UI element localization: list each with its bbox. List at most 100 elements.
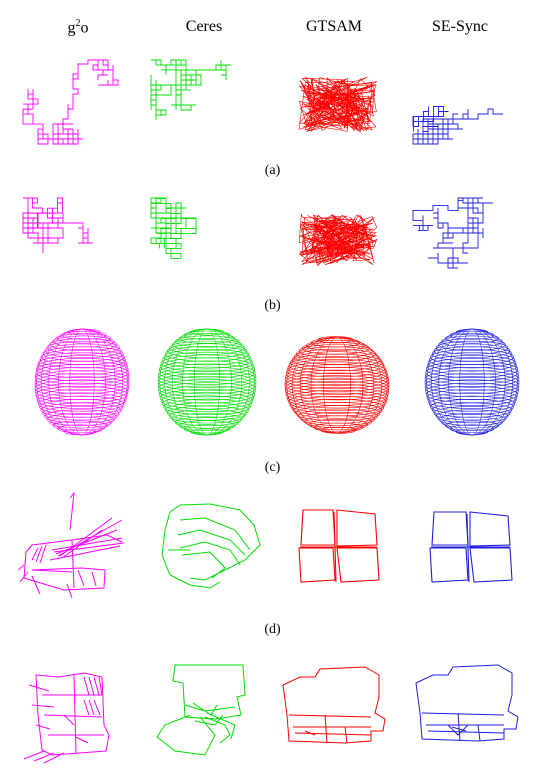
sphere-ring xyxy=(286,361,387,381)
sphere-ring xyxy=(455,428,489,436)
plot-b-sesync xyxy=(405,190,525,285)
sphere-meridian xyxy=(286,336,388,434)
row-b xyxy=(0,190,545,290)
header-ceres: Ceres xyxy=(185,18,223,35)
sphere-ring xyxy=(428,352,516,369)
sphere-meridian xyxy=(182,328,232,436)
sphere-ring xyxy=(295,405,381,422)
plot-c-ceres xyxy=(150,325,270,440)
plot-e-ceres xyxy=(145,655,265,765)
sphere-meridian xyxy=(300,336,374,434)
plot-d-gtsam xyxy=(285,490,405,598)
sphere-meridian xyxy=(300,336,374,434)
plot-d-ceres xyxy=(150,490,270,598)
sphere-meridian xyxy=(41,328,123,436)
sphere-ring xyxy=(163,348,251,366)
column-headers: g2o Ceres GTSAM SE-Sync xyxy=(0,18,545,42)
caption-a: (a) xyxy=(264,163,281,178)
plot-d-g2o xyxy=(12,490,132,598)
sphere-ring xyxy=(289,353,383,372)
sphere-ring xyxy=(50,338,118,351)
sphere-meridian xyxy=(41,328,123,436)
sphere-meridian xyxy=(431,328,513,436)
trajectory-sesync xyxy=(412,106,503,145)
sphere-ring xyxy=(39,352,127,369)
sphere-ring xyxy=(46,413,114,426)
sphere-meridian xyxy=(159,328,255,436)
trajectory-d-ceres xyxy=(161,503,261,589)
sphere-ring xyxy=(287,358,386,378)
sphere-meridian xyxy=(182,328,232,436)
sphere-ring xyxy=(293,402,383,419)
trajectory-ceres xyxy=(150,197,197,259)
sphere-ring xyxy=(160,354,254,372)
trajectory-ceres xyxy=(150,59,231,120)
trajectory-g2o xyxy=(22,59,119,145)
caption-c: (c) xyxy=(264,460,281,475)
plot-e-sesync xyxy=(408,655,528,765)
plot-b-ceres xyxy=(143,190,263,285)
plot-a-sesync xyxy=(405,52,525,152)
sphere-ring xyxy=(61,330,107,340)
sphere-ring xyxy=(49,416,111,429)
sphere-ring xyxy=(160,392,254,410)
plot-c-g2o xyxy=(25,325,145,440)
sphere-meridian xyxy=(426,328,518,436)
sphere-ring xyxy=(163,398,251,415)
sphere-ring xyxy=(287,389,388,409)
sphere-ring xyxy=(37,395,125,412)
sphere-ring xyxy=(35,367,130,385)
sphere-ring xyxy=(36,389,127,407)
sphere-meridian xyxy=(286,336,388,434)
header-sesync: SE-Sync xyxy=(432,18,488,35)
sphere-ring xyxy=(36,360,129,378)
sphere-ring xyxy=(44,409,117,424)
trajectory-e-sesync xyxy=(415,664,519,742)
sphere-meridian xyxy=(164,328,250,436)
sphere-meridian xyxy=(194,328,220,436)
sphere-ring xyxy=(288,392,387,411)
trajectory-e-gtsam xyxy=(282,666,386,744)
plot-c-gtsam xyxy=(280,325,400,440)
trajectory-d-g2o xyxy=(17,491,125,598)
trajectory-e-g2o xyxy=(23,672,110,764)
sphere-ring xyxy=(36,392,126,409)
sphere-meridian xyxy=(323,336,351,434)
sphere-ring xyxy=(308,418,369,431)
row-e xyxy=(0,655,545,765)
trajectory-gtsam xyxy=(298,213,378,267)
sphere-ring xyxy=(47,340,120,355)
sphere-ring xyxy=(288,356,385,375)
sphere-ring xyxy=(171,338,243,352)
plot-b-g2o xyxy=(15,190,135,285)
row-c xyxy=(0,325,545,440)
trajectory-d-gtsam xyxy=(298,509,380,583)
trajectory-gtsam xyxy=(298,76,378,133)
plot-a-gtsam xyxy=(275,52,395,152)
header-gtsam: GTSAM xyxy=(305,18,362,35)
sphere-ring xyxy=(57,424,103,434)
caption-d: (d) xyxy=(264,622,281,637)
sphere-ring xyxy=(428,395,516,412)
row-d xyxy=(0,490,545,600)
header-g2o: g2o xyxy=(67,18,89,37)
sphere-meridian xyxy=(431,328,513,436)
trajectory-d-sesync xyxy=(429,511,513,583)
plot-e-gtsam xyxy=(275,655,395,765)
sphere-ring xyxy=(37,358,128,375)
trajectory-sesync xyxy=(412,197,493,269)
plot-b-gtsam xyxy=(275,190,395,285)
sphere-ring xyxy=(289,396,386,414)
sphere-ring xyxy=(38,355,128,372)
plot-c-sesync xyxy=(415,325,535,440)
sphere-ring xyxy=(320,426,357,434)
sphere-meridian xyxy=(164,328,250,436)
sphere-meridian xyxy=(323,336,351,434)
plot-e-g2o xyxy=(14,655,134,765)
plot-d-sesync xyxy=(418,490,538,598)
plot-a-g2o xyxy=(15,52,135,152)
row-a xyxy=(0,52,545,157)
sphere-ring xyxy=(438,413,506,426)
sphere-ring xyxy=(34,379,129,397)
sphere-meridian xyxy=(69,328,95,436)
